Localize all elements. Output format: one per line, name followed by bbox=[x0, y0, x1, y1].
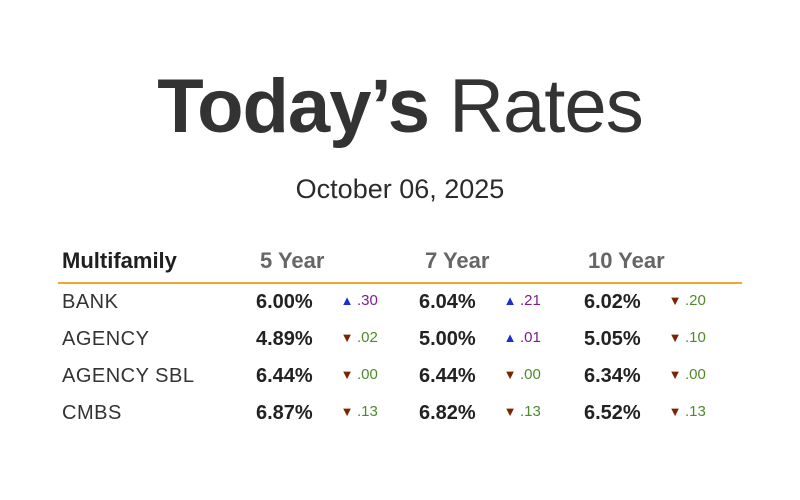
triangle-up-icon: ▲ bbox=[340, 293, 354, 308]
rate-value: 6.00% bbox=[256, 291, 313, 313]
triangle-down-icon: ▼ bbox=[503, 404, 517, 419]
triangle-down-icon: ▼ bbox=[668, 404, 682, 419]
table-row: AGENCY 4.89% ▼ .02 5.00% ▲ .01 5.05% ▼ .10 bbox=[58, 321, 742, 358]
rate-change: ▼ .13 bbox=[503, 403, 541, 421]
rate-value: 6.44% bbox=[419, 365, 476, 387]
triangle-up-icon: ▲ bbox=[503, 293, 517, 308]
triangle-down-icon: ▼ bbox=[340, 330, 354, 345]
table-header-row: Multifamily 5 Year 7 Year 10 Year bbox=[58, 244, 742, 282]
header-divider bbox=[58, 282, 742, 284]
column-header-multifamily: Multifamily bbox=[62, 248, 177, 273]
change-value: .30 bbox=[357, 292, 378, 309]
triangle-down-icon: ▼ bbox=[668, 367, 682, 382]
rate-change: ▼ .20 bbox=[668, 292, 706, 310]
column-header-7-year: 7 Year bbox=[425, 248, 490, 273]
triangle-up-icon: ▲ bbox=[503, 330, 517, 345]
rate-change: ▼ .00 bbox=[668, 366, 706, 384]
rate-value: 6.02% bbox=[584, 291, 641, 313]
triangle-down-icon: ▼ bbox=[668, 330, 682, 345]
title-bold: Today’s bbox=[157, 64, 430, 149]
change-value: .13 bbox=[520, 403, 541, 420]
rate-change: ▼ .02 bbox=[340, 329, 378, 347]
rate-value: 6.34% bbox=[584, 365, 641, 387]
rate-value: 6.82% bbox=[419, 402, 476, 424]
rate-change: ▲ .21 bbox=[503, 292, 541, 310]
change-value: .13 bbox=[357, 403, 378, 420]
triangle-down-icon: ▼ bbox=[340, 404, 354, 419]
change-value: .01 bbox=[520, 329, 541, 346]
rate-change: ▼ .13 bbox=[340, 403, 378, 421]
rate-value: 6.04% bbox=[419, 291, 476, 313]
change-value: .20 bbox=[685, 292, 706, 309]
row-label: AGENCY SBL bbox=[62, 365, 195, 387]
rates-table: Multifamily 5 Year 7 Year 10 Year BANK 6.… bbox=[58, 244, 742, 432]
change-value: .02 bbox=[357, 329, 378, 346]
table-body: BANK 6.00% ▲ .30 6.04% ▲ .21 6.02% ▼ .20 AGENCY 4.8… bbox=[58, 284, 742, 432]
column-header-5-year: 5 Year bbox=[260, 248, 325, 273]
rate-value: 4.89% bbox=[256, 328, 313, 350]
rate-value: 6.52% bbox=[584, 402, 641, 424]
title-light: Rates bbox=[449, 64, 644, 149]
row-label: AGENCY bbox=[62, 328, 150, 350]
change-value: .00 bbox=[520, 366, 541, 383]
table-row: BANK 6.00% ▲ .30 6.04% ▲ .21 6.02% ▼ .20 bbox=[58, 284, 742, 321]
triangle-down-icon: ▼ bbox=[503, 367, 517, 382]
change-value: .00 bbox=[685, 366, 706, 383]
rate-value: 6.44% bbox=[256, 365, 313, 387]
triangle-down-icon: ▼ bbox=[668, 293, 682, 308]
page-title: Today’s Rates bbox=[0, 62, 800, 152]
rate-change: ▼ .00 bbox=[503, 366, 541, 384]
rate-change: ▼ .10 bbox=[668, 329, 706, 347]
rate-change: ▲ .30 bbox=[340, 292, 378, 310]
rate-value: 6.87% bbox=[256, 402, 313, 424]
table-row: CMBS 6.87% ▼ .13 6.82% ▼ .13 6.52% ▼ .13 bbox=[58, 395, 742, 432]
rate-value: 5.05% bbox=[584, 328, 641, 350]
row-label: BANK bbox=[62, 291, 119, 313]
change-value: .21 bbox=[520, 292, 541, 309]
change-value: .13 bbox=[685, 403, 706, 420]
triangle-down-icon: ▼ bbox=[340, 367, 354, 382]
rate-change: ▼ .00 bbox=[340, 366, 378, 384]
rate-change: ▲ .01 bbox=[503, 329, 541, 347]
change-value: .00 bbox=[357, 366, 378, 383]
change-value: .10 bbox=[685, 329, 706, 346]
rate-value: 5.00% bbox=[419, 328, 476, 350]
row-label: CMBS bbox=[62, 402, 122, 424]
column-header-10-year: 10 Year bbox=[588, 248, 665, 273]
table-row: AGENCY SBL 6.44% ▼ .00 6.44% ▼ .00 6.34% ▼ .00 bbox=[58, 358, 742, 395]
rate-change: ▼ .13 bbox=[668, 403, 706, 421]
rates-date: October 06, 2025 bbox=[295, 174, 505, 204]
